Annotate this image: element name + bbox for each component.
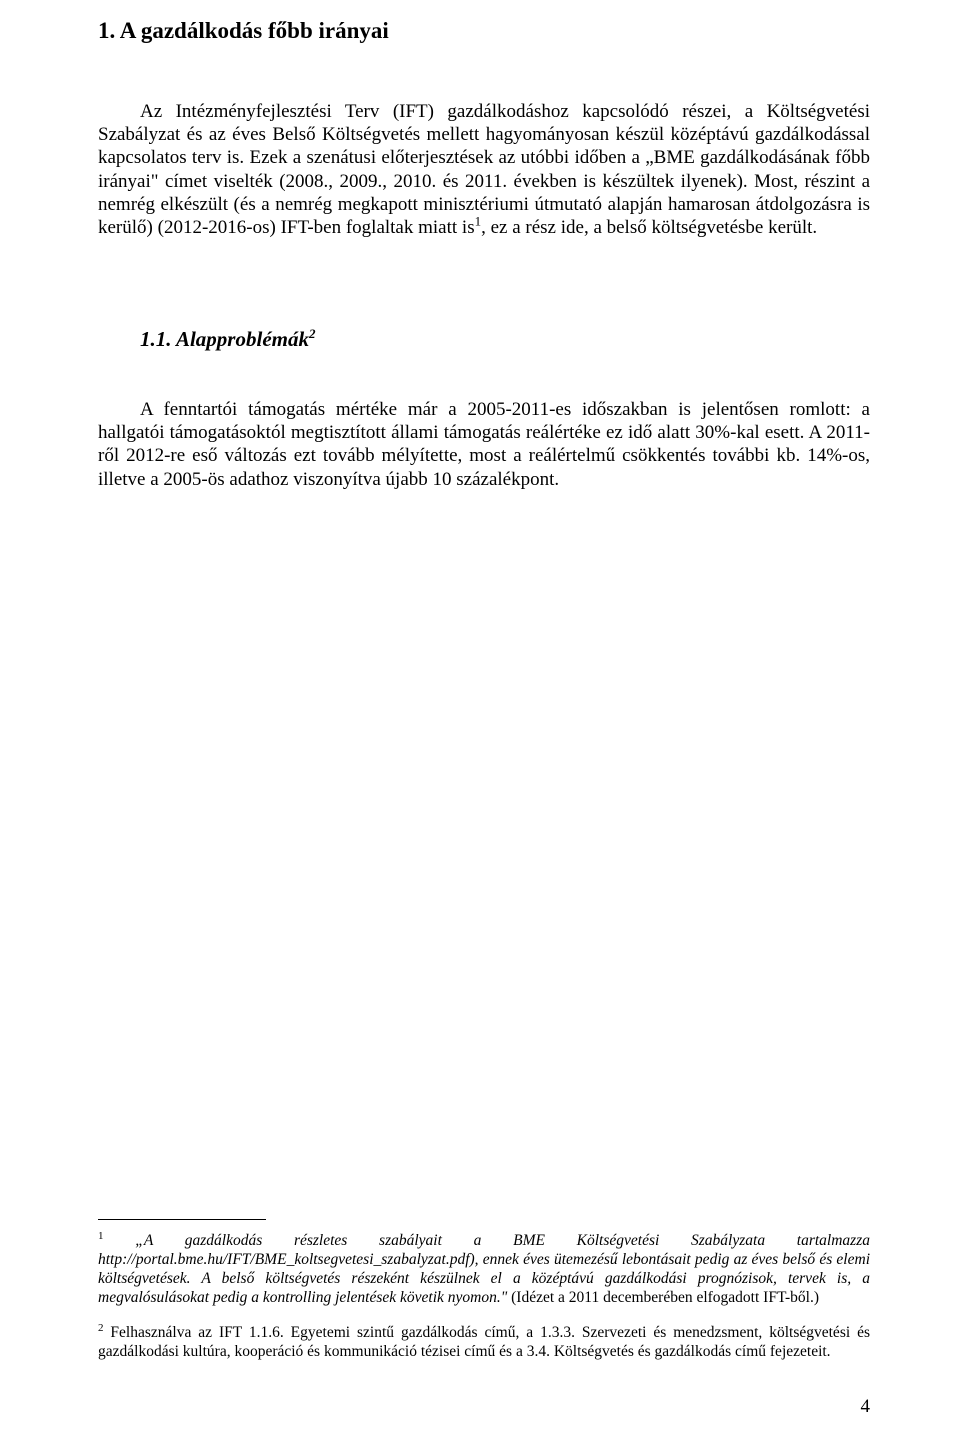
heading-main: 1. A gazdálkodás főbb irányai — [98, 18, 870, 44]
heading-sub: 1.1. Alapproblémák2 — [140, 327, 870, 352]
heading-sub-text: 1.1. Alapproblémák — [140, 327, 309, 351]
paragraph-body: A fenntartói támogatás mértéke már a 200… — [98, 398, 870, 491]
footnote-2: 2 Felhasználva az IFT 1.1.6. Egyetemi sz… — [98, 1322, 870, 1362]
paragraph-intro: Az Intézményfejlesztési Terv (IFT) gazdá… — [98, 100, 870, 239]
footnote-ref-2: 2 — [309, 326, 316, 341]
footnote-rule — [98, 1219, 266, 1220]
footnotes-block: 1 „A gazdálkodás részletes szabályait a … — [98, 1219, 870, 1376]
footnote-1-tail: (Idézet a 2011 decemberében elfogadott I… — [507, 1289, 819, 1306]
page-number: 4 — [861, 1396, 871, 1418]
footnote-1-marker: 1 — [98, 1230, 104, 1242]
footnote-1: 1 „A gazdálkodás részletes szabályait a … — [98, 1230, 870, 1308]
footnote-2-text: Felhasználva az IFT 1.1.6. Egyetemi szin… — [98, 1324, 870, 1360]
paragraph-intro-text-b: , ez a rész ide, a belső költségvetésbe … — [481, 217, 817, 238]
